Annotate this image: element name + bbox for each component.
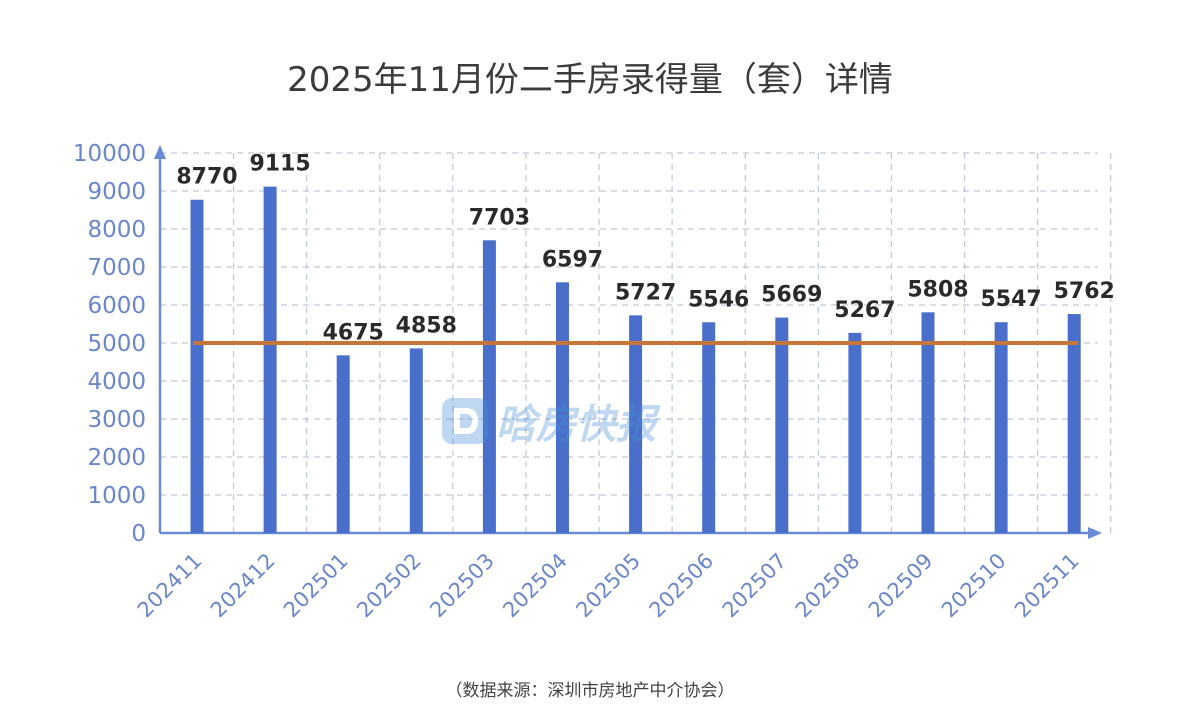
x-tick-label: 202505 [571,549,645,623]
y-tick-label: 6000 [87,293,146,319]
data-label: 6597 [542,247,603,272]
data-label: 5808 [907,277,968,302]
x-tick-label: 202507 [718,549,792,623]
x-tick-label: 202509 [864,549,938,623]
x-tick-label: 202503 [425,549,499,623]
y-tick-label: 5000 [87,331,146,357]
x-tick-labels: 202411 202412 202501 202502 202503 202504 2025… [133,549,1084,623]
bar-202505 [629,315,643,533]
bar-202508 [848,332,862,533]
x-tick-label: 202510 [937,549,1011,623]
y-tick-label: 4000 [87,369,146,395]
data-label: 7703 [469,205,530,230]
data-label: 5669 [761,283,822,308]
bar-202501 [336,355,350,533]
data-labels: 8770 9115 4675 4858 7703 6597 5727 5546 5669 5267… [176,152,1114,346]
y-tick-label: 8000 [87,217,146,243]
data-label: 5762 [1054,279,1115,304]
x-tick-label: 202511 [1010,549,1084,623]
watermark-text: 晗房快报 [496,402,656,448]
data-label: 5727 [615,280,676,305]
y-tick-label: 1000 [87,483,146,509]
axes [154,145,1102,539]
data-label: 5547 [980,287,1041,312]
bar-202507 [775,317,789,533]
x-tick-label: 202508 [791,549,865,623]
x-tick-label: 202506 [645,549,719,623]
y-tick-label: 2000 [87,445,146,471]
y-tick-label: 9000 [87,179,146,205]
bar-202510 [994,322,1008,533]
bar-202411 [190,199,204,534]
y-tick-labels: 0 1000 2000 3000 4000 5000 6000 7000 8000 9000 100… [73,141,146,547]
data-label: 8770 [176,165,237,190]
bars [190,186,1081,534]
x-tick-label: 202411 [133,549,207,623]
bar-202503 [482,240,496,533]
bar-202509 [921,312,935,533]
data-label: 4858 [396,313,457,338]
bar-202511 [1067,314,1081,533]
chart-title: 2025年11月份二手房录得量（套）详情 [287,60,893,100]
y-tick-label: 3000 [87,407,146,433]
y-tick-label: 10000 [73,141,146,167]
x-tick-label: 202412 [206,549,280,623]
x-tick-label: 202502 [352,549,426,623]
x-tick-label: 202504 [498,549,572,623]
watermark: 晗房快报 [440,393,656,449]
x-tick-label: 202501 [279,549,353,623]
x-axis-arrow-icon [1088,527,1102,539]
bar-202412 [263,186,277,533]
y-axis-arrow-icon [154,145,166,159]
data-label: 5267 [834,298,895,323]
bar-202502 [409,348,423,533]
watermark-logo-icon [442,398,488,444]
data-label: 5546 [688,287,749,312]
data-source-note: （数据来源：深圳市房地产中介协会） [445,681,735,701]
y-tick-label: 0 [131,521,146,547]
bar-202506 [702,322,716,533]
y-tick-label: 7000 [87,255,146,281]
data-label: 4675 [323,320,384,345]
data-label: 9115 [249,152,310,177]
